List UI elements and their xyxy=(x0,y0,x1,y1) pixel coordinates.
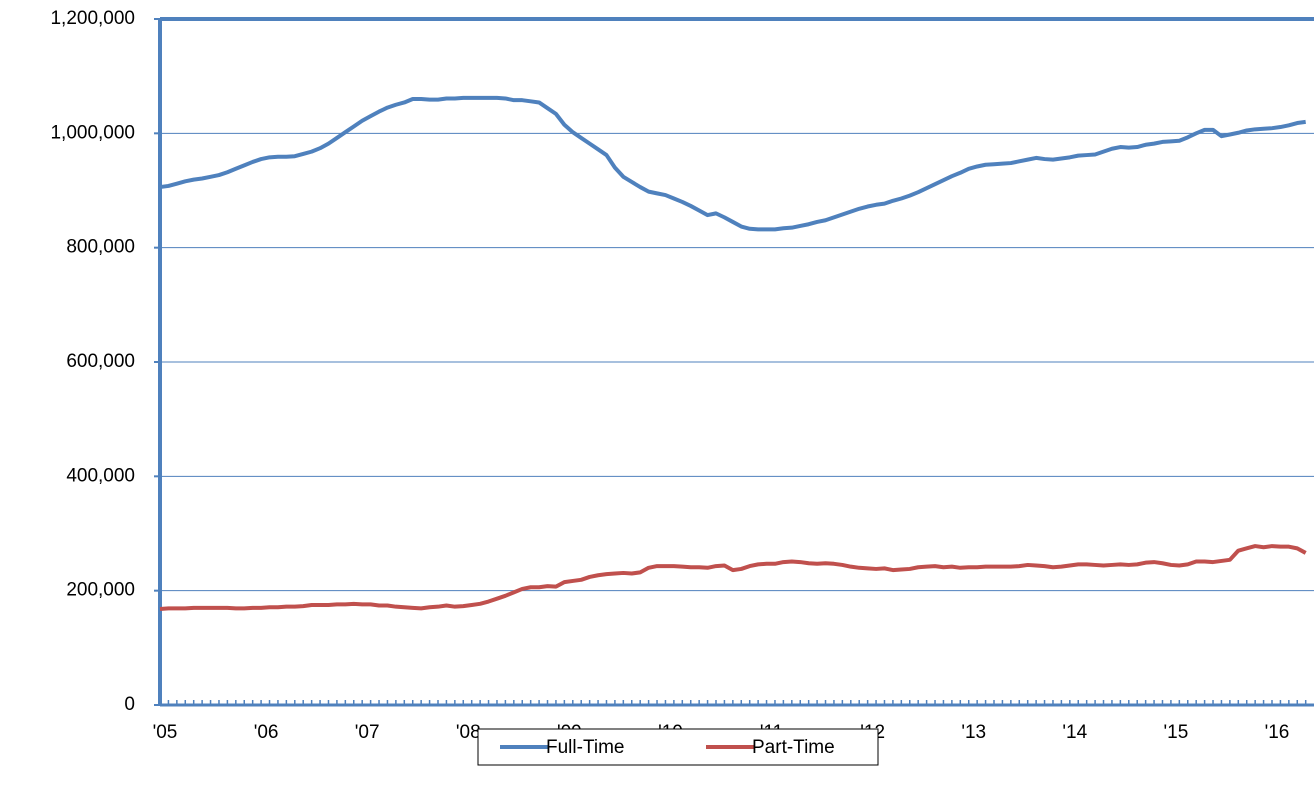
series-line xyxy=(159,95,1306,232)
y-tick-label: 1,000,000 xyxy=(50,122,135,143)
x-tick-label: '08 xyxy=(456,722,481,743)
x-tick-label: '16 xyxy=(1265,722,1290,743)
series-line xyxy=(159,544,1307,611)
legend-label: Part-Time xyxy=(752,737,835,758)
x-tick-label: '07 xyxy=(355,722,380,743)
x-tick-label: '05 xyxy=(153,722,178,743)
x-tick-label: '06 xyxy=(254,722,279,743)
y-tick-label: 400,000 xyxy=(66,465,135,486)
y-tick-label: 1,200,000 xyxy=(50,8,135,29)
legend-label: Full-Time xyxy=(546,737,624,758)
y-tick-label: 800,000 xyxy=(66,237,135,258)
y-tick-label: 0 xyxy=(124,694,135,715)
y-tick-label: 600,000 xyxy=(66,351,135,372)
x-tick-label: '13 xyxy=(961,722,986,743)
x-tick-label: '15 xyxy=(1164,722,1189,743)
x-tick-label: '14 xyxy=(1062,722,1087,743)
y-tick-label: 200,000 xyxy=(66,580,135,601)
